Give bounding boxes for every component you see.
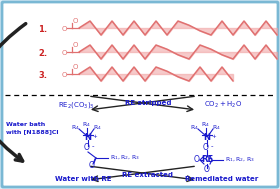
Text: $\mathrm{R_4}$: $\mathrm{R_4}$ [93, 124, 101, 132]
FancyArrowPatch shape [0, 24, 26, 161]
Text: Water with RE: Water with RE [55, 176, 111, 182]
Text: $\mathrm{CO_2 + H_2O}$: $\mathrm{CO_2 + H_2O}$ [204, 100, 242, 110]
Text: O: O [73, 18, 78, 24]
Text: RE stripped: RE stripped [125, 100, 171, 106]
Text: RE extracted: RE extracted [123, 172, 174, 178]
FancyBboxPatch shape [2, 2, 278, 187]
Text: $\mathrm{RE_2(CO_3)_3}$: $\mathrm{RE_2(CO_3)_3}$ [58, 100, 95, 110]
Text: $\mathrm{R_1, R_2, R_3}$: $\mathrm{R_1, R_2, R_3}$ [110, 154, 140, 162]
Text: +: + [92, 133, 97, 139]
Text: O: O [84, 143, 90, 153]
Text: +: + [211, 133, 216, 139]
Text: $\mathrm{R_4}$: $\mathrm{R_4}$ [200, 121, 209, 129]
Text: Remediated water: Remediated water [185, 176, 258, 182]
Text: Water bath
with [N1888]Cl: Water bath with [N1888]Cl [6, 122, 59, 134]
Text: $\mathrm{R_4}$: $\mathrm{R_4}$ [190, 124, 199, 132]
Text: O: O [62, 50, 67, 56]
Text: 2.: 2. [38, 49, 47, 57]
Text: O: O [194, 156, 200, 164]
Text: RE: RE [201, 156, 213, 164]
Text: O: O [62, 72, 67, 78]
Text: -: - [92, 143, 94, 149]
Text: O: O [89, 160, 95, 170]
Text: -: - [211, 143, 213, 149]
Text: $\mathrm{R_4}$: $\mathrm{R_4}$ [81, 121, 90, 129]
Text: $\mathrm{R_1, R_2, R_3}$: $\mathrm{R_1, R_2, R_3}$ [225, 156, 255, 164]
Text: 1.: 1. [38, 25, 47, 33]
Text: $\mathrm{R_4}$: $\mathrm{R_4}$ [212, 124, 220, 132]
Text: O: O [73, 42, 78, 48]
Text: O: O [204, 166, 210, 174]
Text: $\mathrm{R_4}$: $\mathrm{R_4}$ [71, 124, 80, 132]
Text: O: O [62, 26, 67, 32]
Text: O: O [203, 143, 209, 153]
Text: N: N [85, 133, 92, 143]
Text: O: O [73, 64, 78, 70]
Text: 3.: 3. [38, 70, 47, 80]
Text: N: N [204, 133, 211, 143]
